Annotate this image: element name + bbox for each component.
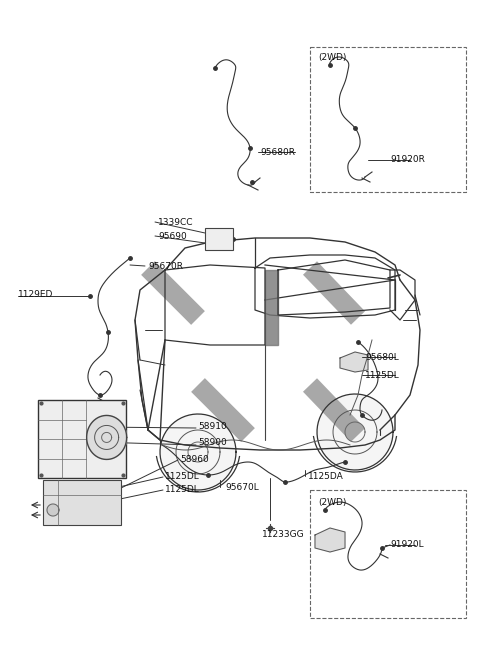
Text: (2WD): (2WD): [318, 53, 347, 62]
Text: 58960: 58960: [180, 455, 209, 464]
Text: 91920R: 91920R: [390, 155, 425, 164]
Text: 95690: 95690: [158, 232, 187, 241]
Text: 91920L: 91920L: [390, 540, 424, 549]
Polygon shape: [340, 352, 368, 372]
Polygon shape: [47, 504, 59, 516]
Text: 1339CC: 1339CC: [158, 218, 193, 227]
Text: 1125DL: 1125DL: [165, 485, 200, 494]
Text: 1129ED: 1129ED: [18, 290, 53, 299]
Bar: [38, 400, 126, 478]
Polygon shape: [317, 394, 393, 470]
Text: 1125DA: 1125DA: [308, 472, 344, 481]
Text: 11233GG: 11233GG: [262, 530, 305, 539]
Text: 1125DL: 1125DL: [165, 472, 200, 481]
Polygon shape: [87, 415, 127, 459]
Bar: [310, 47, 466, 192]
Polygon shape: [160, 414, 236, 490]
Text: 95670R: 95670R: [148, 262, 183, 271]
Text: 95670L: 95670L: [225, 483, 259, 492]
Bar: [43, 480, 121, 525]
Polygon shape: [315, 528, 345, 552]
Text: 95680R: 95680R: [260, 148, 295, 157]
Text: (2WD): (2WD): [318, 498, 347, 507]
Text: 95680L: 95680L: [365, 353, 399, 362]
Polygon shape: [265, 270, 278, 345]
Bar: [310, 490, 466, 618]
Bar: [205, 228, 233, 250]
Text: 1125DL: 1125DL: [365, 371, 400, 380]
Text: 58900: 58900: [198, 438, 227, 447]
Text: 58910: 58910: [198, 422, 227, 431]
